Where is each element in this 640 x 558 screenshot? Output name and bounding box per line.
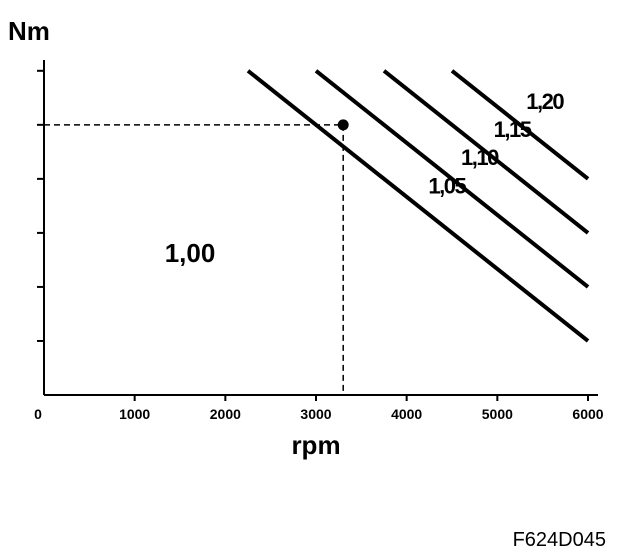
curve	[246, 69, 590, 343]
curve	[314, 69, 590, 289]
curve	[382, 69, 590, 235]
x-tick-label: 0	[34, 406, 42, 422]
x-tick-label: 1000	[119, 406, 150, 422]
operating-point	[337, 119, 349, 131]
figure-id: F624D045	[513, 529, 606, 551]
region-label: 1,00	[165, 238, 216, 268]
x-axis-label: rpm	[291, 430, 340, 460]
x-tick-label: 6000	[572, 406, 603, 422]
curve	[450, 69, 590, 181]
y-axis-label: Nm	[8, 16, 50, 46]
curve-label: 1,20	[526, 89, 564, 114]
x-tick-label: 4000	[391, 406, 422, 422]
x-tick-label: 5000	[482, 406, 513, 422]
x-tick-label: 2000	[210, 406, 241, 422]
x-tick-label: 3000	[300, 406, 331, 422]
